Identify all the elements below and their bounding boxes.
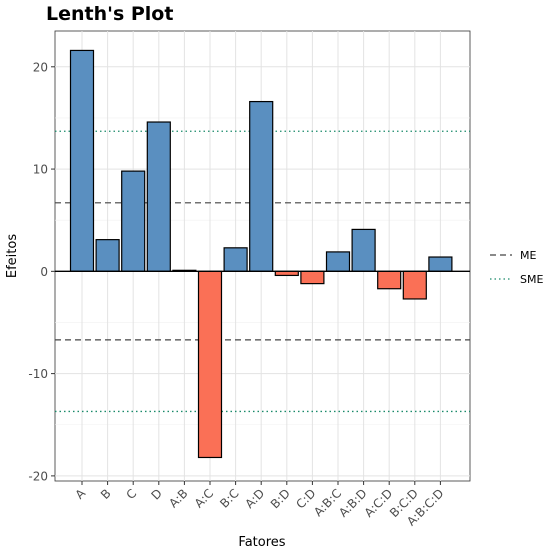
bar-a-b-c [325,251,351,272]
x-tick-label: D [148,486,164,502]
bar-a-b-c-d [428,256,453,272]
bar-b [95,239,120,272]
y-axis-ticks: -20 -10 0 10 20 [28,60,55,483]
bars [55,49,470,459]
bar-a [69,49,95,272]
bar-c [121,170,146,272]
bar-a-c [197,270,223,459]
x-tick-label: B:C [217,486,242,511]
y-axis-title: Efeitos [5,234,20,278]
x-tick-label: B:D [268,486,293,511]
bar-b-c-d [402,270,427,300]
bar-a-d [249,100,274,272]
y-tick-label: 20 [33,60,48,74]
bar-d [146,121,171,272]
x-tick-label: A:C:D [362,486,396,520]
x-tick-label: C [123,486,139,502]
bar-a-b-d [351,228,376,272]
legend-label-me: ME [520,249,536,262]
y-tick-label: -20 [28,469,48,483]
legend: ME SME [490,249,543,286]
chart-title: Lenth's Plot [46,3,173,25]
x-axis-title: Fatores [238,535,285,550]
y-tick-label: -10 [28,367,48,381]
bar-b-c [223,247,248,272]
y-tick-label: 10 [33,163,48,177]
x-axis-ticks: A B C D A:B A:C B:C A:D B:D C:DA:B:CA:B:DA:C:DB:C… [72,481,447,529]
y-tick-label: 0 [40,265,48,279]
x-tick-label: A:B [166,486,190,510]
legend-label-sme: SME [520,273,543,286]
bar-a-c-d [377,270,402,290]
x-tick-label: A [72,486,88,502]
x-tick-label: B [98,486,114,502]
x-tick-label: A:C [192,486,216,510]
bar-c-d [300,270,325,285]
x-tick-label: A:B:D [336,486,370,520]
x-tick-label: A:D [242,486,267,511]
